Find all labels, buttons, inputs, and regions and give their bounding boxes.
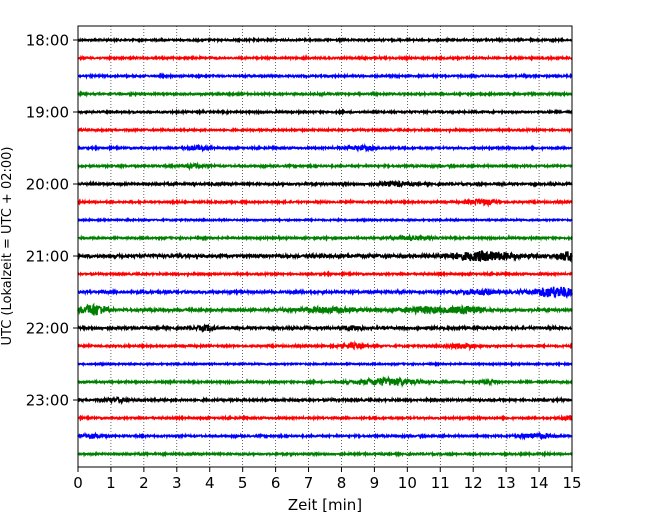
trace-2030 — [77, 216, 573, 224]
trace-1830 — [77, 72, 573, 80]
x-tick-label: 15 — [562, 474, 581, 492]
x-tick-label: 12 — [464, 474, 483, 492]
y-tick-label: 22:00 — [26, 320, 69, 338]
y-axis-label: UTC (Lokalzeit = UTC + 02:00) — [0, 147, 15, 346]
plot-frame — [77, 25, 573, 468]
trace-1945 — [77, 161, 573, 172]
trace-1930 — [77, 142, 573, 153]
y-axis-ticks: 18:00 19:00 20:00 21:00 22:00 23:00 — [26, 32, 78, 410]
y-tick-label: 23:00 — [26, 392, 69, 410]
trace-1800 — [77, 36, 573, 44]
trace-1915 — [77, 126, 573, 134]
x-tick-label: 4 — [205, 474, 215, 492]
seismogram-traces — [77, 36, 573, 458]
trace-2315 — [77, 414, 573, 422]
x-tick-label: 5 — [238, 474, 248, 492]
trace-2100 — [77, 250, 573, 263]
x-tick-label: 0 — [73, 474, 83, 492]
x-tick-label: 10 — [398, 474, 417, 492]
trace-2200 — [77, 323, 573, 334]
y-tick-label: 18:00 — [26, 32, 69, 50]
trace-2215 — [77, 340, 573, 352]
x-tick-label: 6 — [271, 474, 281, 492]
trace-2345 — [77, 450, 573, 458]
trace-1815 — [77, 54, 573, 62]
y-tick-label: 19:00 — [26, 104, 69, 122]
trace-2045 — [77, 233, 573, 242]
trace-2145 — [77, 302, 573, 317]
trace-2245 — [77, 375, 573, 388]
trace-2130 — [77, 286, 573, 299]
x-tick-label: 13 — [497, 474, 516, 492]
y-tick-label: 21:00 — [26, 248, 69, 266]
trace-2015 — [77, 197, 573, 208]
trace-2000 — [77, 179, 573, 189]
x-axis-ticks: 0 1 2 3 4 5 6 7 8 9 10 11 12 13 14 15 — [73, 467, 582, 492]
x-axis-label: Zeit [min] — [288, 496, 362, 514]
x-tick-label: 11 — [431, 474, 450, 492]
x-tick-label: 3 — [172, 474, 182, 492]
x-tick-label: 7 — [304, 474, 314, 492]
x-tick-label: 8 — [337, 474, 347, 492]
trace-2300 — [77, 395, 573, 406]
trace-1845 — [77, 90, 573, 98]
trace-2115 — [77, 270, 573, 278]
x-tick-label: 9 — [370, 474, 380, 492]
x-tick-label: 1 — [106, 474, 116, 492]
y-tick-label: 20:00 — [26, 176, 69, 194]
x-tick-label: 2 — [139, 474, 149, 492]
x-tick-label: 14 — [530, 474, 549, 492]
trace-2230 — [77, 360, 573, 368]
trace-2330 — [77, 431, 573, 441]
trace-1900 — [77, 108, 573, 116]
